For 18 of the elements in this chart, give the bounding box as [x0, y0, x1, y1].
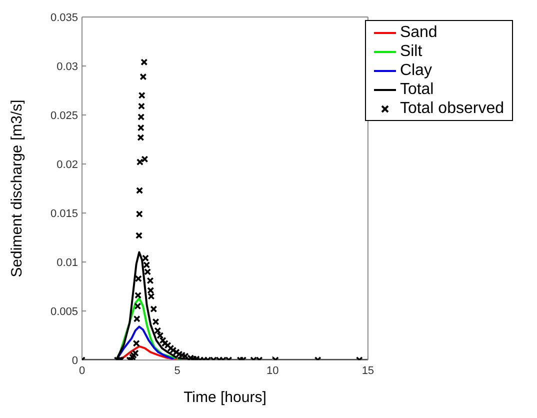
y-axis-title: Sediment discharge [m3/s] [8, 100, 26, 278]
x-tick-label: 15 [362, 364, 374, 377]
y-tick-label: 0.015 [50, 208, 78, 220]
y-tick-label: 0.03 [56, 60, 78, 73]
legend-label: Sand [400, 23, 438, 42]
y-tick-label: 0.02 [56, 158, 78, 171]
x-tick-label: 10 [266, 364, 279, 377]
legend-label: Total [400, 80, 434, 99]
y-tick-label: 0.035 [50, 12, 78, 24]
y-tick-label: 0.025 [50, 110, 78, 122]
y-tick-label: 0.005 [50, 306, 78, 318]
x-tick-label: 5 [174, 364, 180, 377]
y-tick-label: 0 [72, 354, 78, 367]
x-axis-title: Time [hours] [184, 389, 266, 406]
legend-label: Silt [400, 42, 422, 61]
legend-label: Clay [400, 61, 432, 80]
legend-label: Total observed [400, 99, 504, 118]
y-tick-label: 0.01 [56, 256, 78, 269]
